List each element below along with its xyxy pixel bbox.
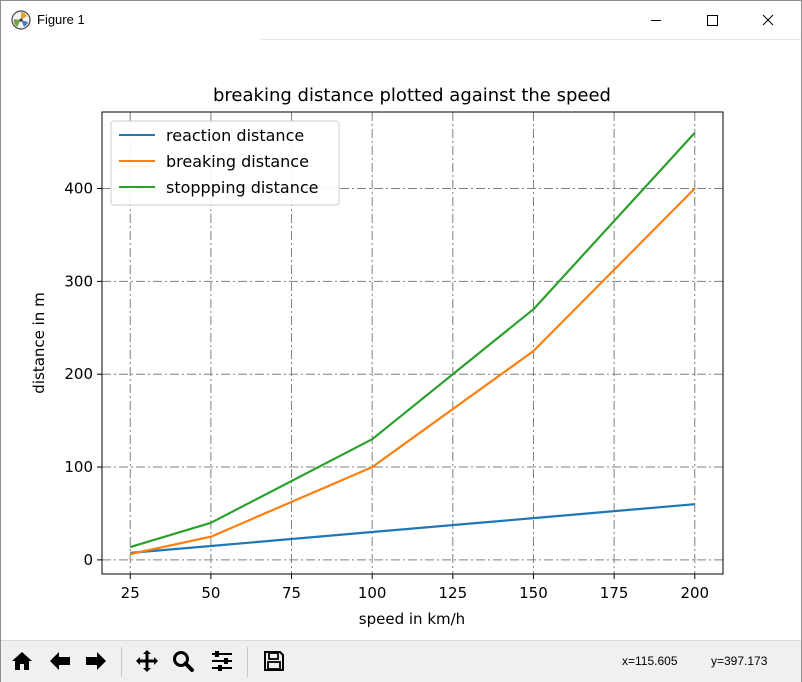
home-icon xyxy=(12,652,32,670)
save-button[interactable] xyxy=(259,645,289,677)
matplotlib-logo-icon xyxy=(11,10,31,30)
legend-label-reaction: reaction distance xyxy=(166,126,304,145)
x-tick-label: 200 xyxy=(680,584,709,602)
line-chart: 25 50 75 100 125 150 175 200 0 100 200 300 400 brea… xyxy=(30,85,724,628)
toolbar-separator xyxy=(121,647,122,677)
title-divider xyxy=(261,39,801,40)
zoom-icon xyxy=(173,651,194,672)
maximize-button[interactable] xyxy=(689,1,735,39)
series-line-2 xyxy=(129,187,696,556)
x-tick-label: 25 xyxy=(121,584,140,602)
x-tick-label: 150 xyxy=(519,584,548,602)
title-bar: Figure 1 xyxy=(1,1,801,39)
window-title: Figure 1 xyxy=(37,12,85,27)
close-button[interactable] xyxy=(745,1,791,39)
y-tick-label: 300 xyxy=(64,272,93,290)
back-button[interactable] xyxy=(45,645,75,677)
x-tick-label: 175 xyxy=(600,584,629,602)
home-button[interactable] xyxy=(7,645,37,677)
series-line-1 xyxy=(130,503,695,554)
legend-box xyxy=(110,120,340,206)
chart-title: breaking distance plotted against the sp… xyxy=(213,85,611,106)
x-tick-label: 75 xyxy=(282,584,301,602)
y-tick-label: 200 xyxy=(64,365,93,383)
y-tick-label: 400 xyxy=(64,180,93,198)
y-tick-label: 100 xyxy=(64,458,93,476)
forward-button[interactable] xyxy=(81,645,111,677)
cursor-x-readout: x=115.605 xyxy=(622,654,678,668)
cursor-y-readout: y=397.173 xyxy=(711,654,768,668)
x-axis-ticks: 25 50 75 100 125 150 175 200 xyxy=(121,574,709,602)
figure-canvas[interactable]: 25 50 75 100 125 150 175 200 0 100 200 300 400 brea… xyxy=(1,40,801,640)
axes-frame xyxy=(101,111,724,575)
back-icon xyxy=(50,652,70,670)
y-axis-label: distance in m xyxy=(30,292,48,393)
pan-button[interactable] xyxy=(132,645,162,677)
navigation-toolbar: x=115.605 y=397.173 xyxy=(1,640,801,682)
y-axis-ticks: 0 100 200 300 400 xyxy=(64,180,102,569)
x-axis-label: speed in km/h xyxy=(359,610,465,628)
toolbar-separator xyxy=(247,647,248,677)
x-tick-label: 100 xyxy=(358,584,387,602)
legend: reaction distance breaking distance stop… xyxy=(110,120,340,206)
minimize-button[interactable] xyxy=(633,1,679,39)
x-tick-label: 50 xyxy=(201,584,220,602)
zoom-button[interactable] xyxy=(168,645,198,677)
legend-label-breaking: breaking distance xyxy=(166,152,309,171)
x-tick-label: 125 xyxy=(439,584,468,602)
configure-subplots-icon xyxy=(212,651,232,671)
close-icon xyxy=(762,14,774,26)
configure-subplots-button[interactable] xyxy=(207,645,237,677)
forward-icon xyxy=(86,652,106,670)
series-lines xyxy=(129,132,696,556)
legend-label-stopping: stoppping distance xyxy=(166,178,319,197)
maximize-icon xyxy=(707,15,718,26)
save-icon xyxy=(264,651,284,671)
series-line-3 xyxy=(129,132,696,549)
minimize-icon xyxy=(651,20,661,21)
y-tick-label: 0 xyxy=(83,551,93,569)
pan-icon xyxy=(136,650,158,672)
